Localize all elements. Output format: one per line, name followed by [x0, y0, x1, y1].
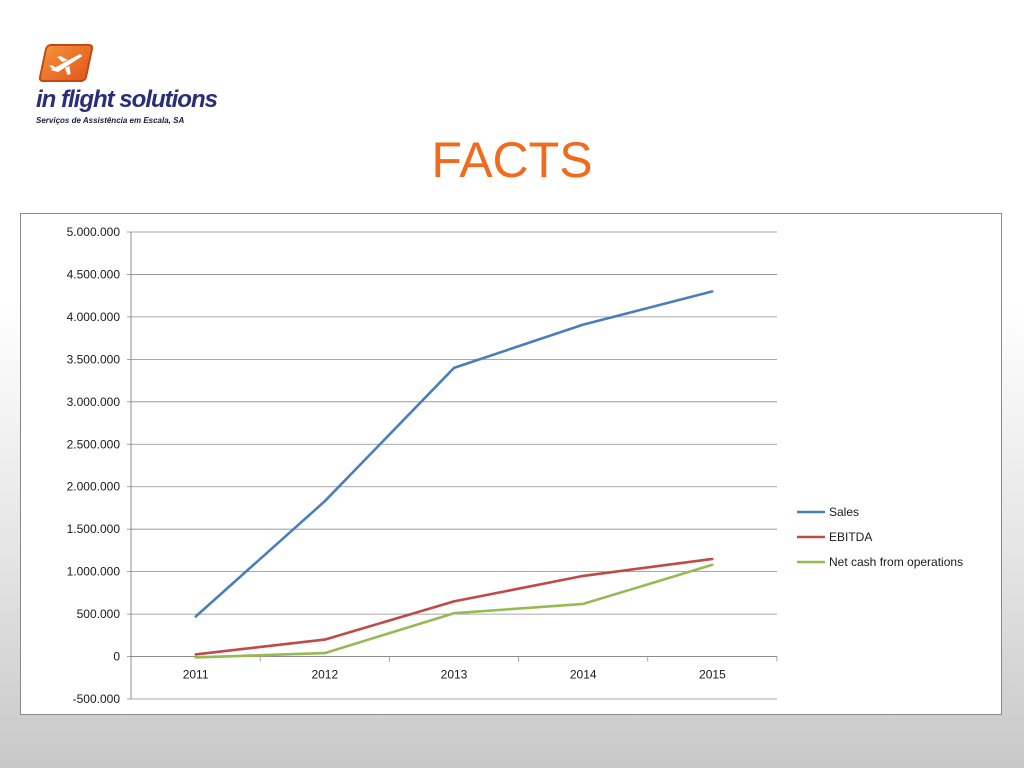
data-point-sales: [711, 290, 714, 293]
data-point-ebitda: [452, 600, 456, 603]
chart-canvas: -500.000 0 500.000 1.000.000 1.500.000 2.000.…: [67, 225, 963, 706]
data-point-net-cash-from-operations: [194, 656, 197, 659]
y-tick-label: 3.000.000: [67, 395, 121, 409]
y-tick-label: 2.000.000: [67, 480, 121, 494]
series-line-ebitda: [195, 557, 713, 656]
y-tick-label: 1.000.000: [67, 565, 121, 579]
y-tick-label: 1.500.000: [67, 522, 121, 536]
data-point-ebitda: [711, 557, 714, 561]
legend-label-sales: Sales: [829, 505, 859, 519]
x-tick-label: 2013: [441, 668, 468, 682]
y-tick-label: 0: [113, 650, 120, 664]
airplane-logo-icon: [37, 44, 95, 82]
logo-tagline: Serviços de Assistência em Escala, SA: [36, 116, 185, 125]
line-chart: -500.000 0 500.000 1.000.000 1.500.000 2.000.…: [20, 213, 1002, 715]
logo-wordmark: in flight solutions: [36, 86, 218, 113]
x-tick-label: 2011: [183, 668, 209, 682]
y-tick-label: 4.000.000: [67, 310, 121, 324]
data-point-ebitda: [194, 653, 197, 656]
y-tick-label: 2.500.000: [67, 437, 121, 451]
legend-label-ebitda: EBITDA: [829, 530, 872, 544]
data-point-ebitda: [323, 638, 326, 641]
x-tick-label: 2012: [311, 668, 338, 682]
y-tick-label: 3.500.000: [67, 352, 121, 366]
y-tick-label: -500.000: [73, 692, 121, 706]
company-logo: in flight solutions Serviços de Assistên…: [36, 44, 256, 130]
data-point-net-cash-from-operations: [323, 651, 326, 655]
x-tick-label: 2014: [570, 668, 597, 682]
slide-title: FACTS: [431, 132, 593, 188]
y-tick-label: 500.000: [77, 607, 121, 621]
x-tick-label: 2015: [699, 668, 726, 682]
data-point-net-cash-from-operations: [711, 563, 714, 567]
data-point-sales: [194, 615, 197, 618]
series-line-net-cash-from-operations: [195, 563, 713, 659]
data-point-ebitda: [582, 574, 585, 578]
y-tick-label: 4.500.000: [67, 267, 121, 281]
data-point-net-cash-from-operations: [452, 612, 456, 615]
data-point-sales: [452, 366, 456, 370]
data-point-sales: [582, 323, 585, 326]
y-tick-label: 5.000.000: [67, 225, 121, 239]
legend-label-net-cash-from-operations: Net cash from operations: [829, 555, 963, 569]
data-point-net-cash-from-operations: [582, 602, 585, 606]
data-point-sales: [323, 499, 326, 503]
